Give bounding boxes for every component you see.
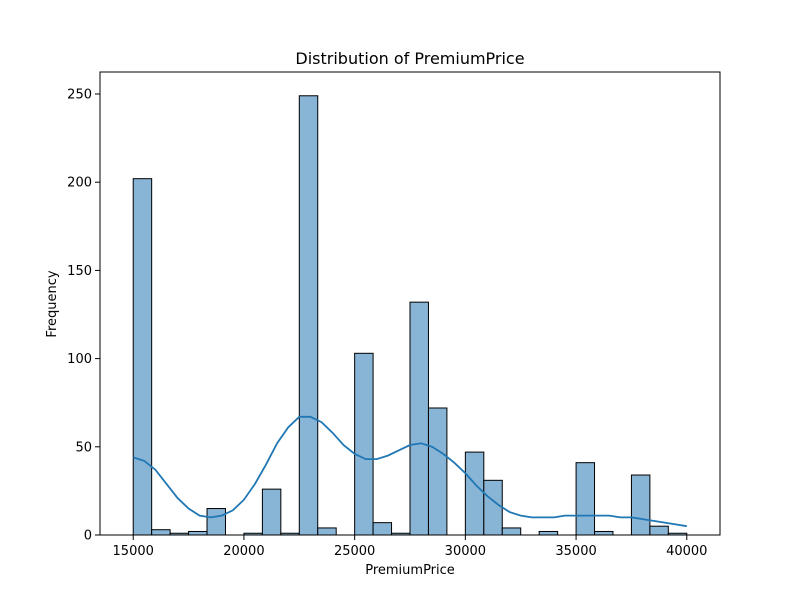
histogram-bar	[501, 527, 522, 536]
y-tick-label: 0	[84, 529, 92, 544]
x-tick-label: 35000	[555, 544, 596, 559]
x-tick-label: 30000	[445, 544, 486, 559]
x-tick-label: 25000	[334, 544, 375, 559]
histogram-bar	[151, 529, 171, 536]
histogram-bar	[630, 474, 651, 536]
histogram-bar	[409, 301, 429, 536]
kde-curve	[132, 415, 687, 528]
histogram-bar	[132, 178, 153, 536]
histogram-bar	[538, 530, 559, 536]
x-tick-label: 40000	[666, 544, 707, 559]
y-tick-label: 50	[75, 440, 92, 455]
y-axis-label: Frequency	[45, 270, 60, 337]
x-tick-label: 15000	[113, 544, 154, 559]
histogram-bar	[649, 525, 669, 536]
histogram-bar	[575, 462, 596, 536]
chart-title: Distribution of PremiumPrice	[295, 49, 524, 68]
x-axis-label: PremiumPrice	[365, 563, 455, 578]
histogram-bars	[132, 95, 688, 536]
histogram-bar	[354, 352, 374, 536]
histogram-bar	[206, 508, 226, 536]
plot-area-frame	[99, 71, 721, 536]
histogram-bar	[483, 479, 503, 536]
y-tick-label: 200	[67, 176, 92, 191]
x-tick-label: 20000	[223, 544, 264, 559]
x-axis-ticks: 15000 20000 25000 30000 35000 40000	[113, 535, 707, 559]
histogram-bar	[298, 95, 319, 536]
y-tick-label: 250	[67, 88, 92, 103]
histogram-bar	[594, 530, 614, 536]
histogram-bar	[372, 522, 393, 536]
y-tick-label: 100	[67, 352, 92, 367]
histogram-bar	[427, 407, 448, 536]
y-axis-ticks: 0 50 100 150 200 250	[67, 88, 100, 544]
histogram-bar	[317, 527, 337, 536]
y-tick-label: 150	[67, 264, 92, 279]
histogram-bar	[188, 530, 208, 536]
histogram-bar	[464, 451, 485, 536]
histogram-bar	[261, 488, 282, 536]
